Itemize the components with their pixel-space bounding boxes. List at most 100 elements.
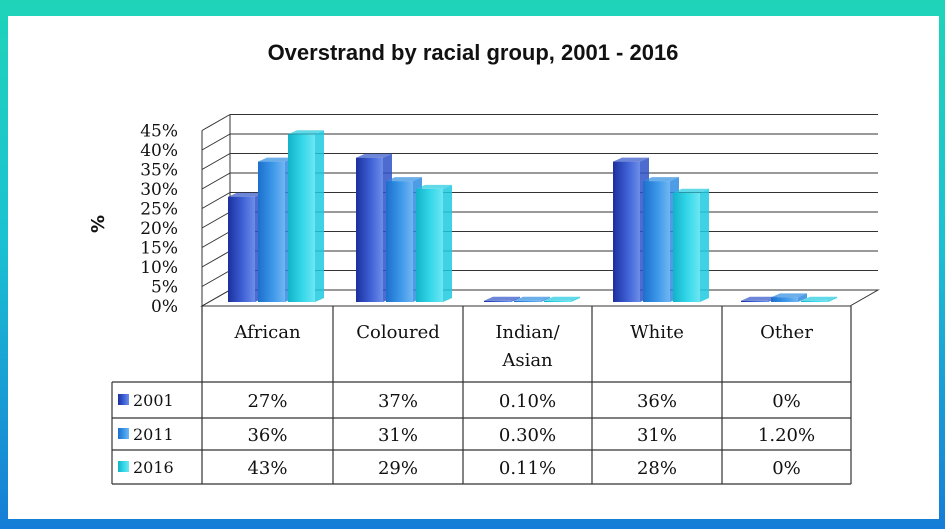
- data-cell: 0%: [772, 458, 801, 479]
- bar-top: [484, 296, 520, 301]
- legend-key-2011: [118, 428, 129, 439]
- bar-side: [828, 296, 837, 302]
- bar-front: [544, 300, 571, 302]
- bar-side: [443, 184, 452, 302]
- y-tick-label: 25%: [140, 200, 178, 220]
- gridline-side: [201, 114, 231, 131]
- floor: [200, 289, 880, 307]
- data-cell: 0.11%: [499, 458, 556, 479]
- bar-front: [228, 196, 255, 302]
- bar-2016-3: [673, 188, 709, 302]
- bar-2001-3: [613, 157, 649, 302]
- bar-side: [798, 293, 807, 302]
- series-label: 2001: [133, 391, 174, 410]
- y-tick-label: 10%: [140, 258, 178, 278]
- data-cell: 27%: [247, 391, 287, 412]
- data-cell: 0.10%: [499, 391, 556, 412]
- bar-top: [613, 157, 649, 162]
- gridline-side: [201, 250, 231, 268]
- category-label: White: [630, 322, 684, 343]
- data-cell: 36%: [637, 391, 677, 412]
- bar-front: [613, 161, 640, 302]
- bar-front: [801, 300, 828, 302]
- bar-top: [228, 192, 264, 197]
- y-axis-label: %: [88, 215, 109, 233]
- bar-2016-1: [416, 184, 452, 302]
- gridline-side: [201, 133, 231, 151]
- data-cell: 0.30%: [499, 425, 556, 446]
- gridline-side: [201, 211, 231, 229]
- bar-side: [315, 130, 324, 302]
- data-cell: 37%: [378, 391, 418, 412]
- bar-front: [288, 134, 315, 302]
- bar-top: [416, 184, 452, 189]
- bar-2011-3: [643, 177, 679, 302]
- data-cell: 31%: [637, 425, 677, 446]
- bar-front: [741, 300, 768, 302]
- bar-top: [288, 130, 324, 135]
- series-label: 2016: [133, 458, 174, 477]
- gridline-side: [201, 231, 231, 248]
- y-tick-label: 35%: [140, 161, 178, 181]
- data-cell: 28%: [637, 458, 677, 479]
- bar-front: [643, 181, 670, 302]
- bar-front: [258, 161, 285, 302]
- bar-2001-2: [484, 296, 520, 302]
- y-tick-label: 15%: [140, 239, 178, 259]
- bar-side: [700, 188, 709, 302]
- bar-side: [511, 296, 520, 302]
- bar-2011-2: [514, 296, 550, 302]
- bar-side: [571, 296, 580, 302]
- bar-front: [386, 181, 413, 302]
- data-cell: 1.20%: [758, 425, 815, 446]
- bar-front: [771, 297, 798, 302]
- gridline-side: [201, 153, 231, 170]
- bar-side: [541, 296, 550, 302]
- y-tick-label: 30%: [140, 180, 178, 200]
- gridline-side: [201, 270, 231, 287]
- bar-2016-0: [288, 130, 324, 302]
- series-label: 2011: [133, 425, 174, 444]
- bar-front: [416, 188, 443, 302]
- bar-front: [514, 300, 541, 302]
- bar-top: [801, 296, 837, 301]
- bar-2016-2: [544, 296, 580, 302]
- data-cell: 29%: [378, 458, 418, 479]
- category-label: Other: [760, 322, 813, 343]
- legend-key-2016: [118, 461, 129, 472]
- y-tick-label: 40%: [140, 141, 178, 161]
- y-tick-label: 5%: [151, 278, 178, 298]
- bars: [228, 130, 837, 302]
- gridline-side: [201, 172, 231, 190]
- bar-top: [771, 293, 807, 298]
- legend-key-2001: [118, 394, 129, 405]
- data-cell: 0%: [772, 391, 801, 412]
- y-tick-label: 45%: [140, 122, 178, 142]
- bar-top: [386, 177, 422, 182]
- gridline-side: [201, 192, 231, 209]
- bar-top: [356, 153, 392, 158]
- bar-2011-4: [771, 293, 807, 302]
- bar-top: [514, 296, 550, 301]
- bar-top: [544, 296, 580, 301]
- chart: Overstrand by racial group, 2001 - 2016 …: [88, 40, 880, 485]
- chart-title: Overstrand by racial group, 2001 - 2016: [268, 40, 679, 65]
- category-label: Coloured: [356, 322, 440, 343]
- data-cell: 31%: [378, 425, 418, 446]
- bar-front: [484, 300, 511, 302]
- category-label: African: [233, 322, 301, 343]
- data-cell: 36%: [247, 425, 287, 446]
- category-label: Indian/Asian: [495, 322, 560, 371]
- y-tick-label: 20%: [140, 219, 178, 239]
- y-tick-label: 0%: [151, 297, 178, 317]
- bar-2016-4: [801, 296, 837, 302]
- data-cell: 43%: [247, 458, 287, 479]
- bar-front: [356, 157, 383, 302]
- y-tick-labels: 0%5%10%15%20%25%30%35%40%45%: [140, 122, 178, 318]
- bar-top: [643, 177, 679, 182]
- bar-top: [258, 157, 294, 162]
- bar-top: [673, 188, 709, 193]
- gridlines: [200, 114, 880, 307]
- chart-panel: Overstrand by racial group, 2001 - 2016 …: [8, 16, 939, 519]
